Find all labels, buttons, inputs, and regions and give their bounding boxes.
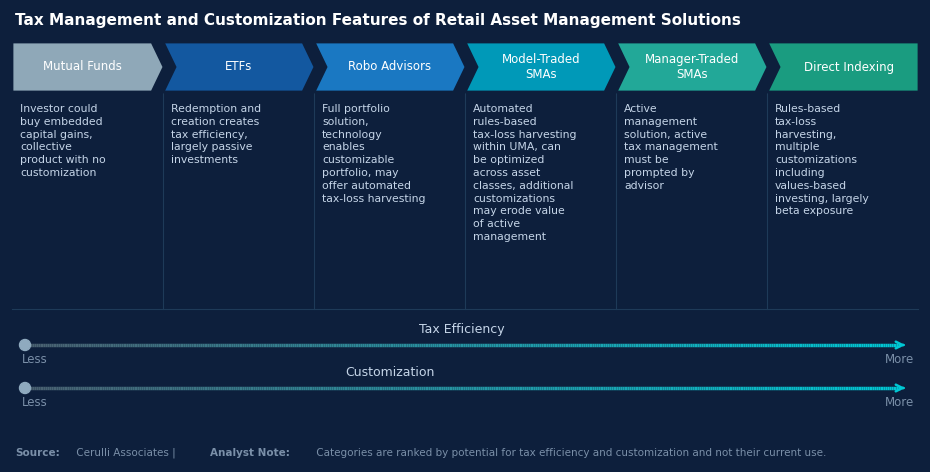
Text: Redemption and
creation creates
tax efficiency,
largely passive
investments: Redemption and creation creates tax effi… (171, 104, 261, 165)
Text: Less: Less (22, 396, 47, 409)
Text: Direct Indexing: Direct Indexing (804, 60, 894, 74)
Text: Mutual Funds: Mutual Funds (43, 60, 122, 74)
Text: Full portfolio
solution,
technology
enables
customizable
portfolio, may
offer au: Full portfolio solution, technology enab… (322, 104, 426, 203)
Polygon shape (163, 42, 315, 92)
Text: Tax Management and Customization Features of Retail Asset Management Solutions: Tax Management and Customization Feature… (15, 13, 741, 28)
Text: Automated
rules-based
tax-loss harvesting
within UMA, can
be optimized
across as: Automated rules-based tax-loss harvestin… (473, 104, 577, 242)
Text: Rules-based
tax-loss
harvesting,
multiple
customizations
including
values-based
: Rules-based tax-loss harvesting, multipl… (775, 104, 869, 216)
Text: Analyst Note:: Analyst Note: (209, 448, 289, 458)
Text: Manager-Traded
SMAs: Manager-Traded SMAs (644, 53, 739, 81)
Text: Cerulli Associates |: Cerulli Associates | (73, 447, 179, 458)
Text: ETFs: ETFs (225, 60, 253, 74)
Circle shape (20, 339, 31, 351)
Text: Investor could
buy embedded
capital gains,
collective
product with no
customizat: Investor could buy embedded capital gain… (20, 104, 106, 178)
Text: Customization: Customization (345, 366, 434, 379)
Text: Source:: Source: (15, 448, 60, 458)
Text: Robo Advisors: Robo Advisors (349, 60, 432, 74)
Polygon shape (465, 42, 617, 92)
Text: Active
management
solution, active
tax management
must be
prompted by
advisor: Active management solution, active tax m… (624, 104, 718, 191)
Text: Model-Traded
SMAs: Model-Traded SMAs (501, 53, 580, 81)
Text: Tax Efficiency: Tax Efficiency (419, 323, 505, 336)
Polygon shape (616, 42, 768, 92)
Polygon shape (12, 42, 164, 92)
Text: More: More (884, 353, 914, 366)
Text: More: More (884, 396, 914, 409)
Text: Less: Less (22, 353, 47, 366)
Text: Categories are ranked by potential for tax efficiency and customization and not : Categories are ranked by potential for t… (312, 448, 826, 458)
Circle shape (20, 382, 31, 394)
Polygon shape (314, 42, 466, 92)
Polygon shape (767, 42, 919, 92)
